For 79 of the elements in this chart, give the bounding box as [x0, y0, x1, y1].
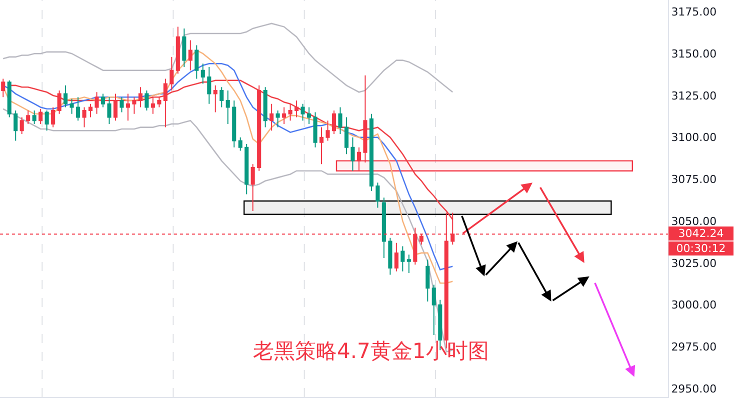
candlestick [94, 92, 99, 114]
candlestick [7, 80, 12, 118]
candlestick [144, 90, 149, 112]
text: 00:30:12 [676, 242, 726, 255]
y-tick-label: 3125.00 [671, 89, 717, 102]
candlestick [344, 116, 349, 155]
candlestick [382, 197, 386, 258]
candlestick [188, 40, 192, 71]
candlestick [107, 96, 112, 124]
candlestick [150, 96, 155, 114]
candlestick [100, 93, 106, 108]
candlestick [57, 90, 62, 114]
y-tick-label: 3050.00 [671, 214, 717, 228]
candlestick [51, 106, 56, 128]
candlestick [120, 96, 124, 113]
ref-line-label: 3042.24 [678, 227, 724, 240]
candlestick [44, 110, 49, 132]
candlestick [356, 146, 361, 172]
annotation: 老黑策略4.7黄金1小时图 [253, 339, 489, 363]
y-tick-label: 2975.00 [671, 340, 717, 354]
candlestick [194, 44, 199, 80]
candlestick [38, 108, 43, 124]
candlestick [338, 106, 342, 135]
candlestick [82, 106, 86, 128]
y-tick-label: 3000.00 [671, 298, 717, 312]
y-tick-label: 3100.00 [671, 131, 717, 144]
candlestick [426, 259, 430, 302]
y-tick-label: 3150.00 [671, 47, 717, 60]
candlestick [207, 66, 212, 104]
candlestick [300, 103, 305, 122]
candlestick [182, 28, 186, 68]
candlestick [250, 164, 255, 212]
candlestick [200, 63, 205, 84]
candlestick [157, 96, 162, 108]
candlestick [244, 144, 249, 195]
candlestick [263, 86, 268, 128]
candlestick [70, 98, 74, 114]
candlestick [213, 84, 218, 113]
candlestick [76, 96, 80, 122]
candlestick [282, 106, 286, 124]
candlestick [1, 78, 6, 98]
candlestick [176, 26, 180, 74]
candlestick [138, 86, 142, 108]
candlestick [126, 93, 130, 122]
candlestick [220, 86, 224, 108]
candlestick [350, 136, 355, 172]
candlestick [376, 182, 380, 208]
candlestick [400, 246, 405, 272]
candlestick [14, 110, 18, 142]
y-tick-label: 2950.00 [671, 382, 717, 396]
candlestick [276, 110, 280, 128]
candlestick [26, 110, 30, 124]
candlestick [20, 116, 24, 135]
candlestick [313, 112, 318, 148]
candlestick [238, 136, 242, 152]
line-series [2, 22, 454, 93]
candlestick [64, 84, 68, 108]
candlestick [369, 113, 374, 192]
candlestick [132, 96, 136, 114]
candlestick [226, 90, 230, 124]
candlestick [294, 100, 299, 118]
candlestick [257, 84, 262, 172]
candlestick [307, 106, 312, 124]
y-tick-label: 3075.00 [671, 173, 717, 186]
candlestick [332, 110, 336, 135]
candlestick [432, 284, 436, 336]
candlestick [88, 103, 93, 118]
y-tick-label: 3175.00 [671, 6, 717, 19]
candlestick [232, 100, 236, 148]
candlestick [326, 120, 330, 142]
candlestick [270, 103, 274, 132]
candlestick [388, 237, 392, 276]
candlestick [406, 254, 411, 274]
candlestick [288, 103, 292, 122]
candlestick [394, 242, 398, 272]
candlestick [113, 93, 118, 122]
y-tick-label: 3025.00 [671, 256, 717, 270]
candlestick [319, 126, 324, 165]
candlestick [32, 110, 36, 124]
